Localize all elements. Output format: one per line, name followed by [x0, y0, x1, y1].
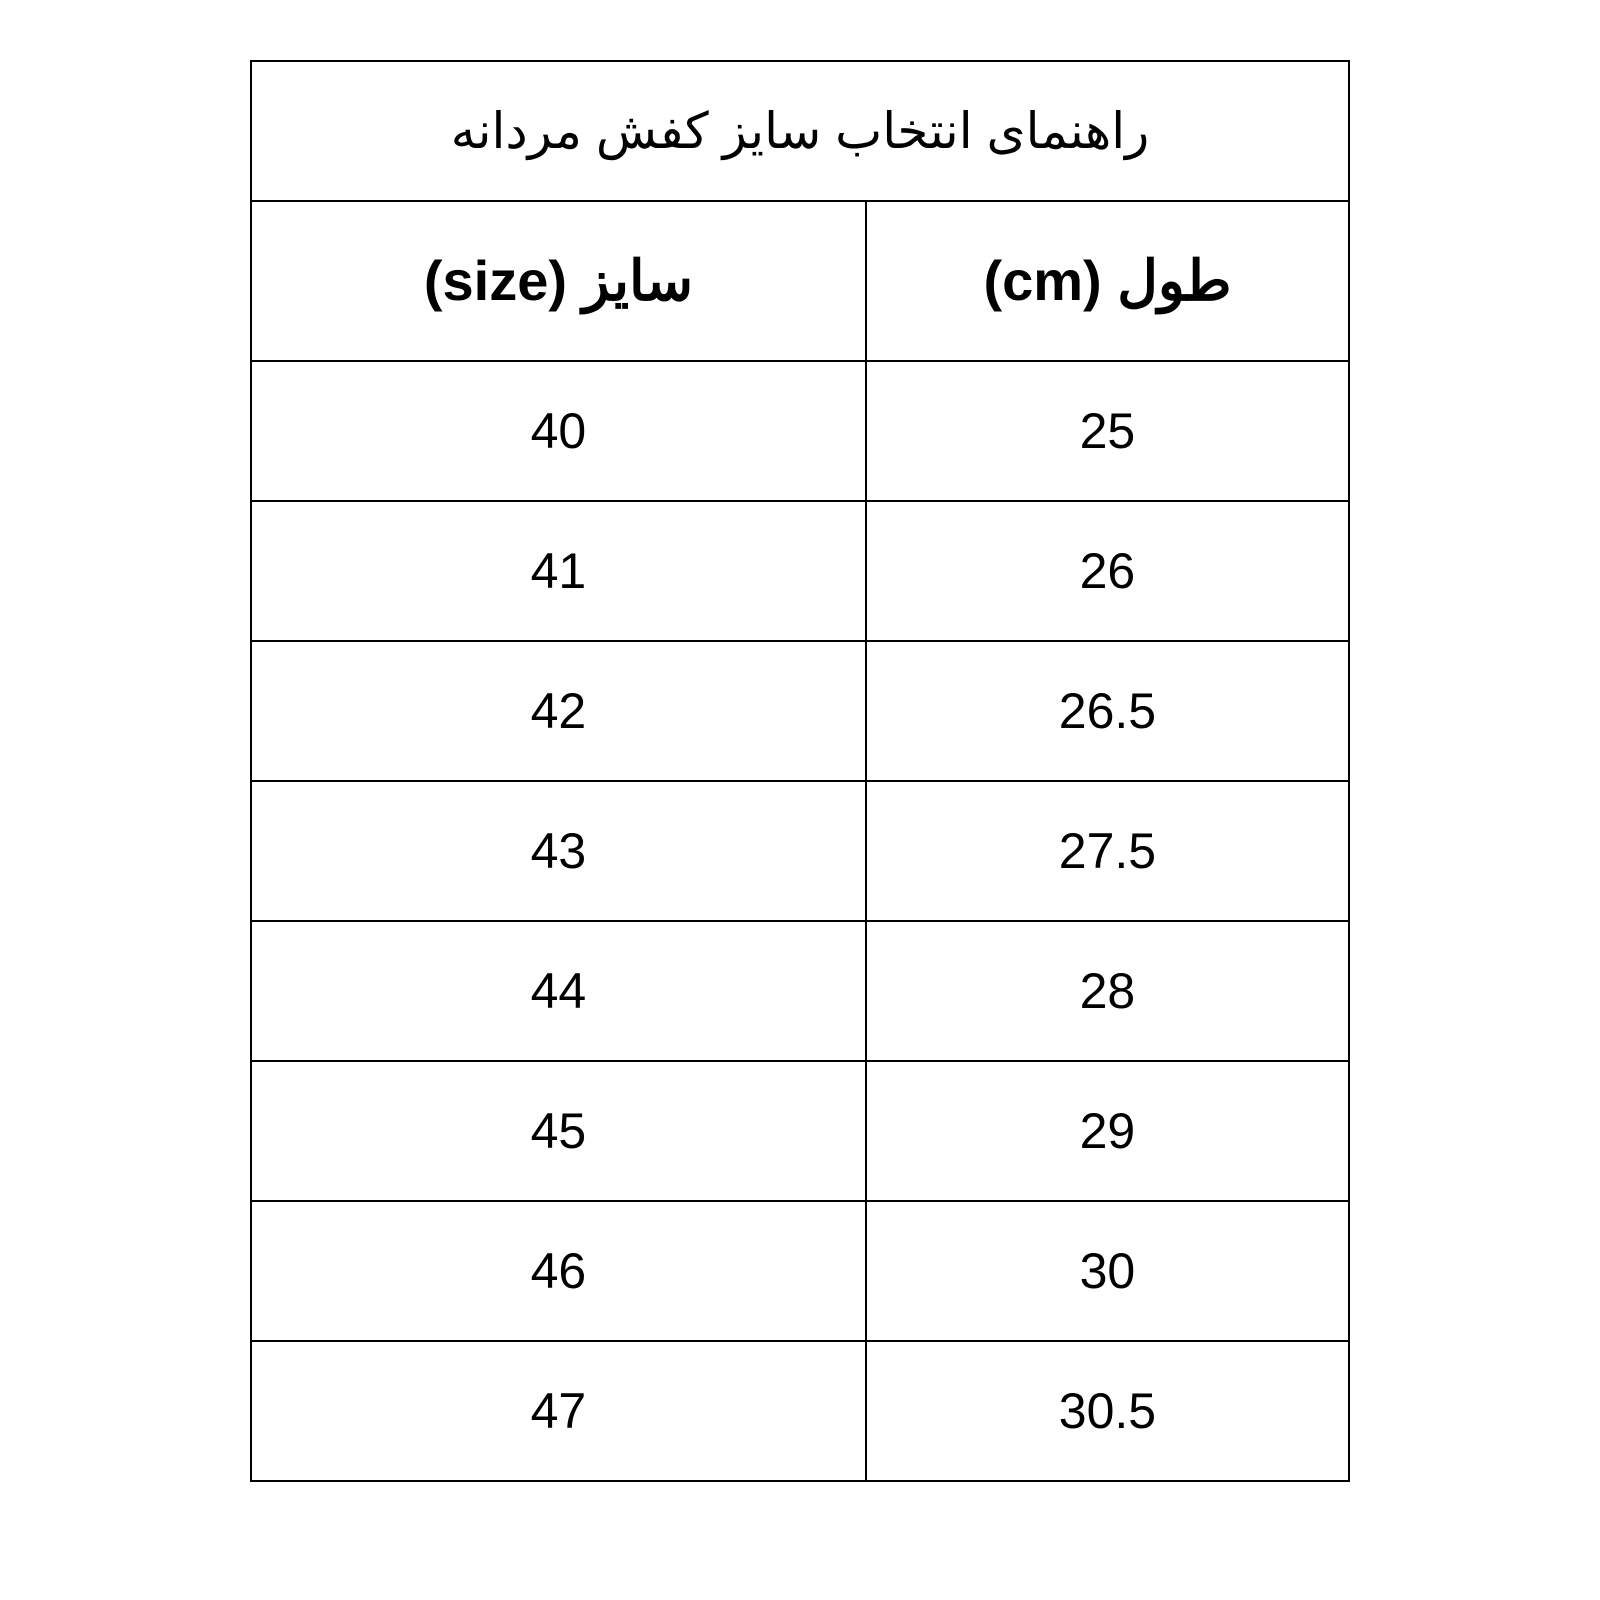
- table-row: 46 30: [251, 1201, 1349, 1341]
- header-length: طول (cm): [866, 201, 1349, 361]
- table-title: راهنمای انتخاب سایز کفش مردانه: [251, 61, 1349, 201]
- cell-size: 45: [251, 1061, 866, 1201]
- title-row: راهنمای انتخاب سایز کفش مردانه: [251, 61, 1349, 201]
- header-size: سایز (size): [251, 201, 866, 361]
- table-row: 41 26: [251, 501, 1349, 641]
- cell-length: 26.5: [866, 641, 1349, 781]
- cell-size: 44: [251, 921, 866, 1061]
- shoe-size-table: راهنمای انتخاب سایز کفش مردانه سایز (siz…: [250, 60, 1350, 1482]
- cell-size: 40: [251, 361, 866, 501]
- table-row: 42 26.5: [251, 641, 1349, 781]
- cell-size: 47: [251, 1341, 866, 1481]
- cell-length: 28: [866, 921, 1349, 1061]
- cell-length: 29: [866, 1061, 1349, 1201]
- cell-size: 41: [251, 501, 866, 641]
- table-row: 47 30.5: [251, 1341, 1349, 1481]
- cell-size: 43: [251, 781, 866, 921]
- table-row: 40 25: [251, 361, 1349, 501]
- table-row: 45 29: [251, 1061, 1349, 1201]
- cell-size: 46: [251, 1201, 866, 1341]
- cell-size: 42: [251, 641, 866, 781]
- cell-length: 25: [866, 361, 1349, 501]
- cell-length: 26: [866, 501, 1349, 641]
- cell-length: 30.5: [866, 1341, 1349, 1481]
- table-row: 44 28: [251, 921, 1349, 1061]
- cell-length: 30: [866, 1201, 1349, 1341]
- cell-length: 27.5: [866, 781, 1349, 921]
- header-row: سایز (size) طول (cm): [251, 201, 1349, 361]
- table-row: 43 27.5: [251, 781, 1349, 921]
